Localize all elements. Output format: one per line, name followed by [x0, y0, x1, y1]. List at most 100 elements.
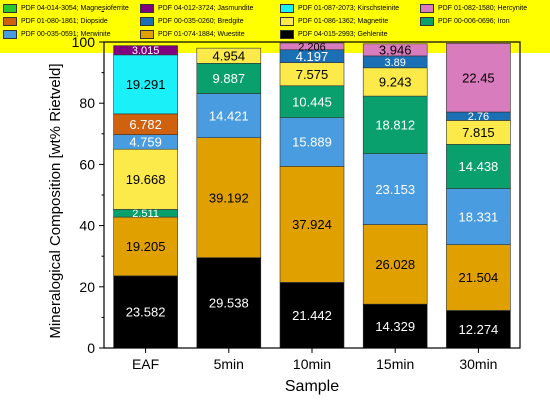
bar-segment [362, 67, 428, 97]
data-label: 6.782 [129, 117, 162, 132]
data-label: 19.291 [126, 77, 166, 92]
legend-swatch [3, 16, 17, 26]
bar-segment [196, 47, 262, 64]
legend-label: PDF 01-082-1580; Hercynite [438, 4, 528, 12]
legend-label: PDF 00-006-0696; Iron [438, 17, 510, 25]
data-label: 23.582 [126, 305, 166, 320]
legend-label: PDF 01-086-1362; Magnetite [298, 17, 389, 25]
legend-swatch [280, 29, 294, 39]
data-label: 3.946 [379, 43, 412, 58]
bar-segment [446, 188, 511, 245]
y-axis-title: Mineralogical Composition [wt% Rietveld] [47, 63, 64, 338]
legend-item: PDF 00-035-0591; Merwinite [3, 28, 111, 40]
bar-segment [446, 43, 511, 113]
data-label: 3.89 [384, 57, 405, 69]
legend-swatch [140, 3, 154, 13]
legend-label: PDF 01-087-2073; Kirschsteinite [298, 4, 400, 12]
bar-segment [362, 224, 428, 305]
data-label: 15.889 [292, 135, 332, 150]
data-label: 9.243 [379, 75, 412, 90]
bar-segment [362, 153, 428, 225]
data-label: 14.329 [375, 319, 415, 334]
legend-label: PDF 04-015-2993; Gehlenite [298, 30, 388, 38]
bar-segment [113, 54, 178, 115]
legend-swatch [420, 3, 434, 13]
data-label: 3.015 [132, 45, 160, 57]
bar-segment [279, 117, 345, 167]
y-tick-label: 40 [79, 218, 95, 234]
data-label: 2.206 [298, 41, 326, 53]
data-label: 14.438 [459, 159, 499, 174]
data-label: 21.504 [459, 270, 499, 285]
data-label: 29.538 [209, 295, 249, 310]
data-label: 22.45 [462, 70, 495, 85]
bar-segment [113, 148, 178, 210]
y-tick-label: 60 [79, 156, 95, 172]
data-label: 19.668 [126, 172, 166, 187]
x-tick-label: 30min [459, 356, 497, 372]
bar-segment [196, 93, 262, 138]
y-tick-label: 20 [79, 279, 95, 295]
legend-label: PDF 01-080-1861; Diopside [21, 17, 108, 25]
bar-segment [446, 244, 511, 311]
bar-segment [446, 144, 511, 189]
legend-item: PDF 04-015-2993; Gehlenite [280, 28, 388, 40]
legend-label: PDF 01-074-1884; Wuestite [158, 30, 245, 38]
y-tick-label: 0 [87, 340, 95, 356]
legend-label: PDF 00-035-0591; Merwinite [21, 30, 111, 38]
x-tick-label: EAF [132, 356, 159, 372]
x-tick-label: 5min [214, 356, 244, 372]
legend-swatch [420, 16, 434, 26]
legend-item: PDF 01-080-1861; Diopside [3, 15, 108, 27]
data-label: 7.815 [462, 125, 495, 140]
legend-swatch [140, 29, 154, 39]
legend-swatch [140, 16, 154, 26]
bar-segment [113, 45, 178, 56]
data-label: 4.197 [296, 49, 329, 64]
data-label: 4.954 [213, 48, 246, 63]
legend-label: PDF 00-035-0260; Bredgite [158, 17, 244, 25]
legend-label: PDF 04-014-3054; Magnesioferrite [21, 4, 129, 12]
bar-segment [362, 43, 428, 57]
data-label: 39.192 [209, 190, 249, 205]
x-tick-label: 10min [293, 356, 331, 372]
data-label: 21.442 [292, 308, 332, 323]
legend-item: PDF 04-014-3054; Magnesioferrite [3, 2, 129, 14]
data-label: 19.205 [126, 239, 166, 254]
bar-segment [279, 166, 345, 283]
x-tick-label: 15min [376, 356, 414, 372]
data-label: 18.331 [459, 209, 499, 224]
bar-segment [196, 137, 262, 258]
legend-item: PDF 01-082-1580; Hercynite [420, 2, 527, 14]
data-label: 4.759 [129, 135, 162, 150]
data-label: 9.887 [213, 71, 246, 86]
bar-segment [279, 282, 345, 349]
legend-swatch [3, 29, 17, 39]
data-label: 26.028 [375, 257, 415, 272]
data-label: 2.511 [132, 208, 159, 220]
legend-item: PDF 01-086-1362; Magnetite [280, 15, 388, 27]
bar-segment [279, 42, 345, 51]
data-label: 37.924 [292, 217, 332, 232]
data-label: 18.812 [375, 118, 415, 133]
data-label: 7.575 [296, 67, 329, 82]
legend-item: PDF 04-012-3724; Jasmundite [140, 2, 253, 14]
legend-item: PDF 00-035-0260; Bredgite [140, 15, 244, 27]
data-label: 23.153 [375, 182, 415, 197]
y-tick-label: 100 [72, 34, 96, 50]
data-label: 12.274 [459, 322, 499, 337]
bar-segment [362, 95, 428, 154]
legend-label: PDF 04-012-3724; Jasmundite [158, 4, 254, 12]
legend-swatch [3, 3, 17, 13]
legend-swatch [280, 16, 294, 26]
bar-segment [113, 216, 178, 277]
data-label: 10.445 [292, 94, 332, 109]
legend: PDF 04-014-3054; Magnesioferrite PDF 04-0… [0, 0, 550, 53]
bar-segment [279, 85, 345, 119]
bar-segment [196, 63, 262, 94]
legend-swatch [280, 3, 294, 13]
y-tick-label: 80 [79, 95, 95, 111]
legend-item: PDF 00-006-0696; Iron [420, 15, 510, 27]
data-label: 2.76 [468, 111, 489, 123]
